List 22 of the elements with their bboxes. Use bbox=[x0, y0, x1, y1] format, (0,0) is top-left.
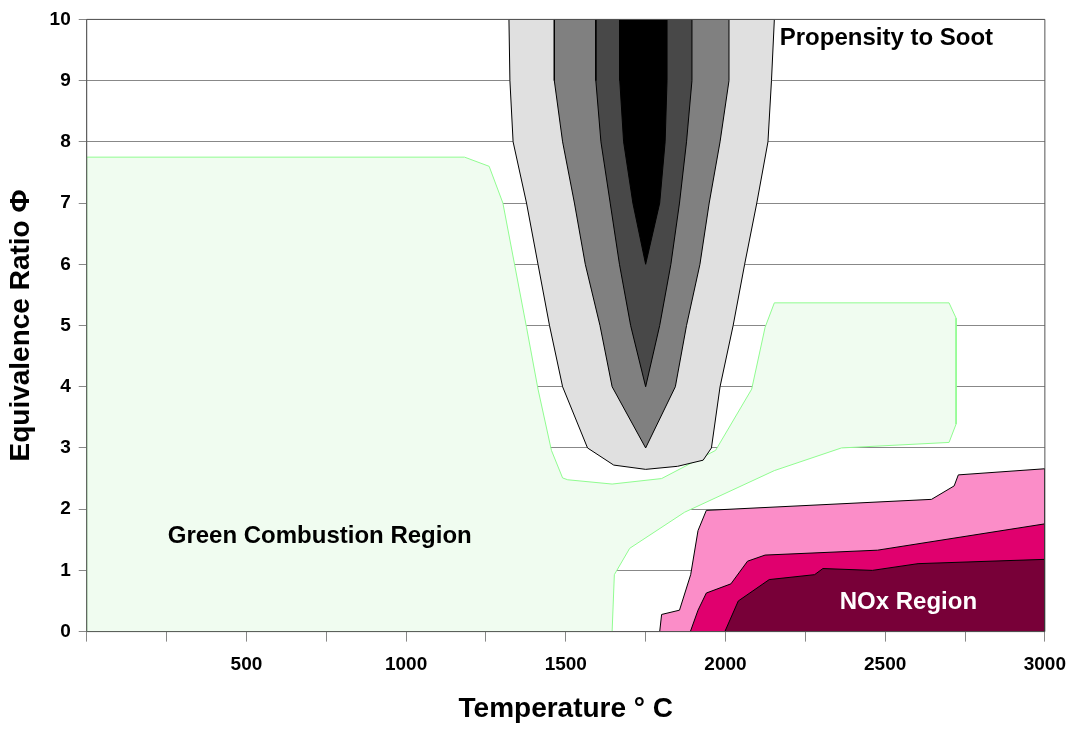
y-tick-label: 8 bbox=[60, 130, 71, 152]
x-tick-label: 1000 bbox=[384, 653, 428, 675]
x-tick-label: 500 bbox=[230, 653, 263, 675]
x-tick-label: 1500 bbox=[544, 653, 587, 675]
series-label: Green Combustion Region bbox=[167, 521, 472, 549]
y-tick-label: 9 bbox=[60, 68, 71, 90]
x-axis-title: Temperature ° C bbox=[458, 691, 674, 723]
y-tick-label: 7 bbox=[60, 191, 71, 213]
y-tick-label: 6 bbox=[60, 252, 71, 274]
series-label: Propensity to Soot bbox=[779, 23, 994, 51]
y-tick-label: 3 bbox=[60, 436, 71, 458]
y-tick-label: 1 bbox=[60, 558, 72, 580]
y-tick-label: 4 bbox=[60, 374, 72, 396]
x-tick-label: 3000 bbox=[1023, 653, 1067, 675]
y-axis-title: Equivalence Ratio Φ bbox=[3, 189, 35, 462]
y-tick-label: 5 bbox=[60, 313, 72, 335]
y-tick-label: 10 bbox=[49, 7, 71, 29]
series-label: NOx Region bbox=[839, 587, 978, 615]
y-tick-label: 0 bbox=[60, 619, 71, 641]
x-tick-label: 2000 bbox=[704, 653, 747, 675]
y-tick-label: 2 bbox=[60, 497, 71, 519]
x-tick-label: 2500 bbox=[864, 653, 907, 675]
